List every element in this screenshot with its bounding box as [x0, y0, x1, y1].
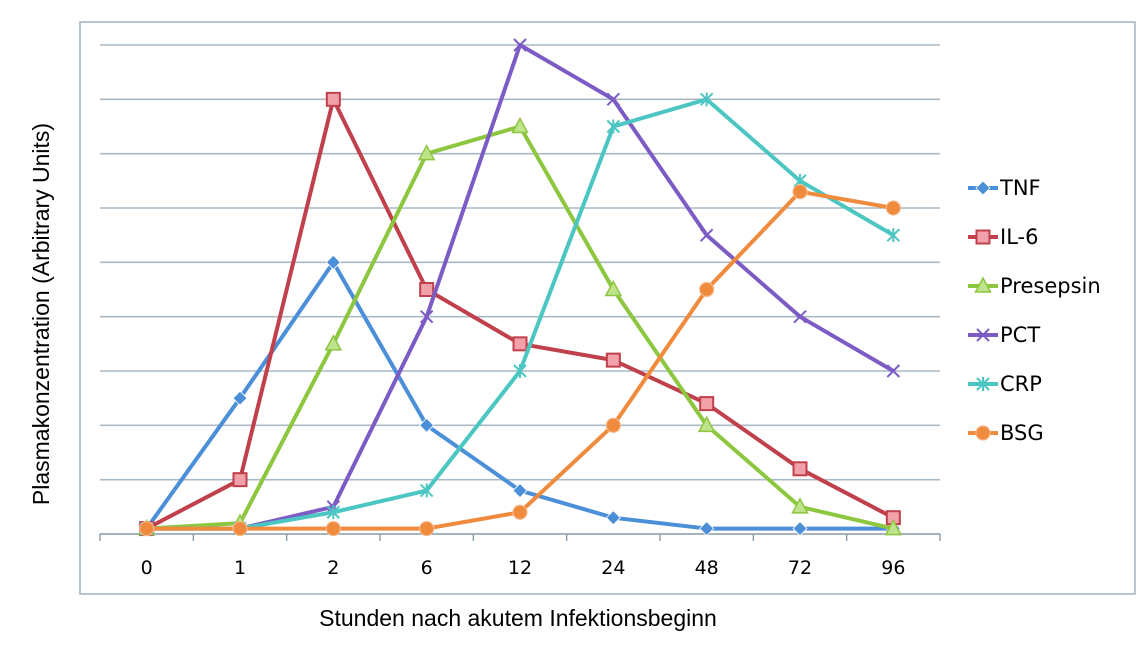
legend-marker [976, 328, 990, 342]
x-tick-label: 48 [695, 557, 719, 579]
data-point [325, 520, 341, 537]
data-point [512, 336, 528, 352]
legend-marker [974, 276, 992, 293]
data-point [697, 415, 716, 433]
data-point [419, 483, 434, 498]
data-point [886, 228, 901, 243]
x-tick-label: 6 [421, 557, 433, 579]
legend-label: TNF [999, 176, 1041, 200]
legend-item: PCT [968, 323, 1040, 347]
legend-label: Presepsin [1000, 274, 1101, 298]
data-point [419, 282, 435, 297]
legend-label: PCT [1000, 323, 1040, 347]
data-point [325, 91, 341, 107]
data-point [513, 364, 527, 378]
data-point [232, 520, 248, 537]
chart-frame [79, 21, 1136, 595]
series-il-6 [139, 91, 901, 537]
data-point [512, 504, 528, 520]
data-point [513, 38, 527, 52]
data-point [605, 510, 621, 526]
x-axis-title: Stunden nach akutem Infektionsbeginn [319, 605, 717, 631]
data-point [605, 352, 621, 368]
data-point [793, 309, 807, 324]
legend-label: BSG [1000, 421, 1044, 445]
legend-label: CRP [1000, 372, 1042, 396]
series-layer [137, 38, 903, 537]
x-tick-label: 24 [601, 557, 625, 579]
legend-marker [975, 229, 991, 245]
legend-item: CRP [968, 372, 1042, 396]
data-point [606, 92, 621, 107]
series-bsg [139, 184, 901, 537]
legend-marker [975, 425, 991, 441]
legend-item: BSG [968, 421, 1044, 445]
data-point [885, 200, 901, 216]
data-point [884, 518, 903, 536]
data-point [792, 184, 808, 200]
data-point [699, 396, 715, 412]
legend-marker [975, 180, 991, 196]
data-point [699, 281, 715, 298]
x-tick-label: 1 [234, 557, 246, 579]
x-tick-label: 72 [788, 557, 812, 579]
data-point [604, 279, 623, 297]
data-point [417, 144, 436, 161]
x-tick-label: 96 [881, 557, 905, 579]
x-tick-label: 2 [327, 557, 339, 579]
data-point [324, 334, 343, 351]
x-tick-label: 12 [508, 557, 532, 579]
y-axis-title: Plasmakonzentration (Arbitrary Units) [28, 123, 54, 505]
data-point [886, 364, 901, 378]
legend-marker [976, 377, 990, 391]
data-point [792, 461, 808, 477]
legend: TNF IL-6 Presepsin PCT CRP BSG [968, 176, 1101, 445]
data-point [792, 521, 808, 537]
data-point [232, 472, 248, 488]
x-tick-label: 0 [141, 557, 153, 579]
data-point [419, 309, 434, 324]
data-point [511, 116, 529, 134]
data-point [699, 228, 714, 242]
data-point [325, 254, 341, 270]
data-point [699, 521, 715, 537]
data-point [326, 505, 341, 520]
legend-item: TNF [968, 176, 1041, 200]
data-point [605, 417, 621, 433]
data-point [606, 119, 621, 134]
series-crp [139, 92, 901, 536]
data-point [791, 497, 809, 514]
legend-label: IL-6 [1000, 225, 1038, 249]
data-point [139, 520, 155, 537]
data-point [512, 482, 528, 499]
legend-item: Presepsin [968, 274, 1101, 298]
x-axis-ticks: 0 1 2 6 12 24 48 72 96 [99, 534, 941, 579]
data-point [232, 390, 248, 406]
data-point [419, 520, 435, 537]
data-point [419, 417, 435, 433]
legend-item: IL-6 [968, 225, 1038, 249]
data-point [699, 92, 714, 107]
